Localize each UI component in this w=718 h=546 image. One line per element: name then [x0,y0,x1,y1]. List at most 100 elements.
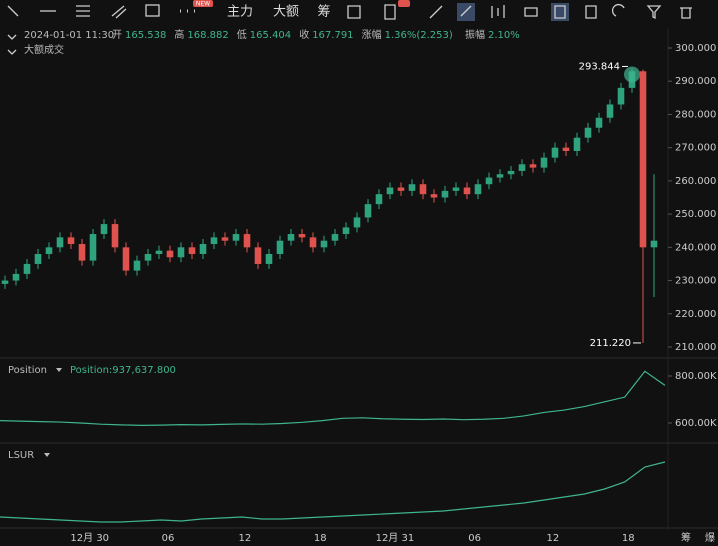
candle-body [496,174,504,178]
candle-body [276,240,284,254]
y-tick-label: 210.000 [675,342,716,353]
pane-name: LSUR [8,450,34,461]
toolbar-button[interactable]: 大额 [273,5,299,20]
tool-parallel[interactable] [111,5,127,19]
tool-trash[interactable] [680,7,692,19]
candle-body [309,237,317,248]
candle-body [584,127,592,138]
pane-name: Position [8,365,47,376]
tool-rect[interactable] [145,4,160,17]
candle-body [243,234,251,248]
candle-body [364,204,372,218]
x-tick-label: 18 [622,533,635,544]
tool-candles[interactable] [491,5,505,18]
candle-body [122,247,130,271]
line-series [0,461,666,523]
candle-body [1,280,9,284]
candle-body [606,104,614,118]
candle-body [562,147,570,151]
header-field-label: 涨幅 [362,28,382,41]
high-label: 293.844 [579,61,620,72]
x-tick-label: 06 [468,533,481,544]
header-field-value: 165.404 [250,30,291,41]
y-tick-label: 230.000 [675,276,716,287]
tool-pen[interactable] [460,5,472,17]
x-tick-label: 18 [314,533,327,544]
tool-filter[interactable] [646,5,662,20]
y-tick-label: 290.000 [675,76,716,87]
y-tick-label: 280.000 [675,109,716,120]
header-field-label: 振幅 [465,28,485,41]
tool-phone[interactable] [384,4,396,20]
candle-body [100,224,108,235]
candle-body [452,187,460,191]
candle-body [419,184,427,195]
dropdown[interactable] [44,453,50,457]
candle-body [254,247,262,264]
candle-body [342,227,350,235]
tool-bars[interactable] [524,7,538,17]
y-tick-label: 240.000 [675,242,716,253]
axis-tool[interactable]: 筹 [681,531,691,544]
header-field-label: 收 [299,28,309,41]
candle-body [287,234,295,241]
candle-body [507,170,515,175]
candle-body [232,234,240,241]
y-tick-label: 250.000 [675,209,716,220]
header-field-label: 低 [237,28,247,41]
header-field-value: 1.36%(2.253) [385,30,453,41]
y-tick-label: 220.000 [675,309,716,320]
badge: NEW [196,1,210,8]
badge-bg [398,0,410,7]
candle-body [12,273,20,281]
tool-channel[interactable] [76,5,90,17]
tool-active[interactable] [457,3,475,21]
header-field-label: 开 [112,30,122,41]
candle-body [573,137,581,151]
candle-body [265,253,273,264]
x-tick-label: 12 [546,533,559,544]
candle-body [67,237,75,245]
candle-body [89,234,97,261]
candle-body [199,244,207,254]
toolbar-button[interactable]: 主力 [227,5,253,20]
tool-magnet[interactable] [612,4,625,17]
overlay-label: 大额成交 [24,43,64,56]
candle-body [144,253,152,261]
header-field-label: 高 [174,28,184,41]
x-tick-label: 06 [162,533,175,544]
candle-body [463,187,471,195]
header-field-value: 2.10% [488,30,520,41]
candle-body [177,247,185,258]
tool-ruler[interactable] [429,5,443,19]
axis-tool[interactable]: 爆 [705,532,715,544]
y-tick-label: 600.00K [675,418,717,429]
x-tick-label: 12月 30 [70,532,109,544]
header-field-value: 165.538 [125,30,166,41]
collapse-arrows[interactable] [7,34,17,55]
candle-body [298,234,306,238]
candle-body [210,237,218,245]
candle-body [617,87,625,105]
y-tick-label: 260.000 [675,176,716,187]
low-label: 211.220 [590,338,631,349]
toolbar-button[interactable]: 筹 [317,4,330,20]
tool-note[interactable] [585,5,597,19]
x-tick-label: 12 [238,533,251,544]
tool-book[interactable] [554,5,566,19]
dropdown[interactable] [56,368,62,372]
badge-bg [193,0,213,7]
pane-readout: Position:937,637.800 [70,365,176,376]
candle-body [474,184,482,195]
candle-body [639,71,647,248]
toolbar-icons [7,3,692,55]
candle-body [408,184,416,191]
tool-line[interactable] [7,5,19,17]
candle-body [595,117,603,128]
candle-body [320,240,328,248]
y-tick-label: 800.00K [675,371,717,382]
candle-body [188,247,196,254]
candle-body [551,147,559,158]
candle-body [23,263,31,274]
tool-edit[interactable] [347,5,361,19]
